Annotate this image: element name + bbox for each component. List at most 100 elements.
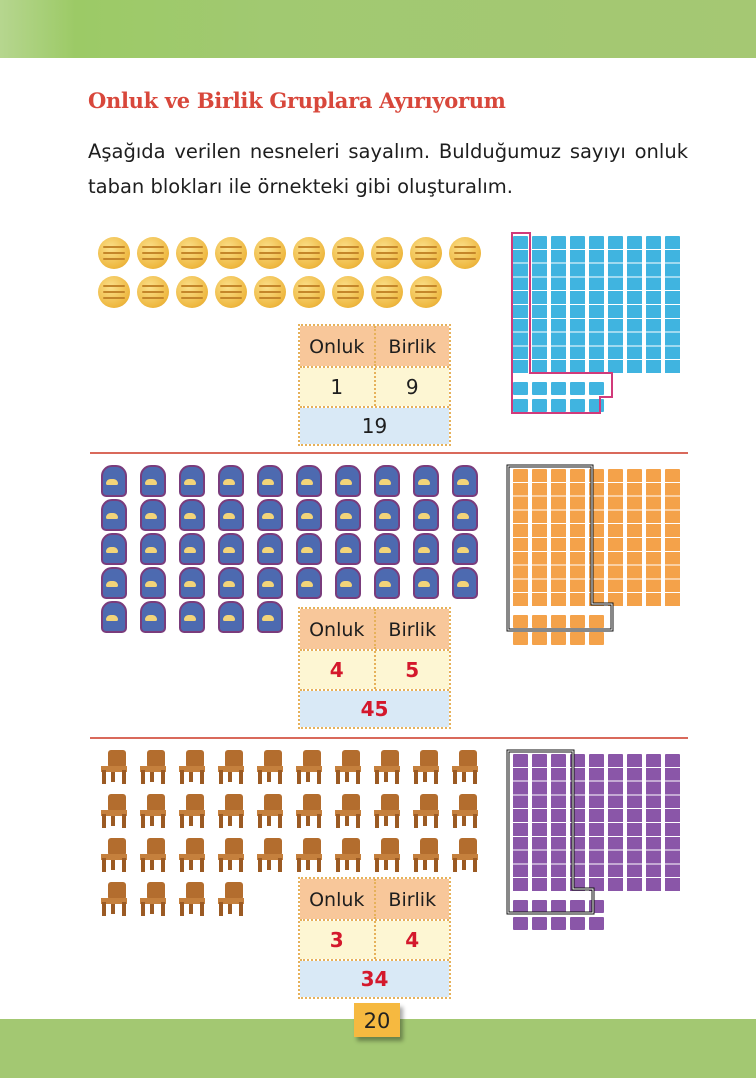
- chair-icon: [406, 833, 445, 877]
- unit-cube: [589, 615, 604, 628]
- chair-icon: [133, 877, 172, 921]
- backpack-icon: [328, 498, 367, 532]
- volleyball-icon: [445, 233, 484, 272]
- backpack-icon: [172, 464, 211, 498]
- volleyball-icon: [289, 272, 328, 311]
- volleyball-icon: [289, 233, 328, 272]
- volleyball-icon: [367, 272, 406, 311]
- unit-cube: [589, 399, 604, 412]
- ten-rod: [646, 469, 661, 607]
- backpack-icon: [211, 600, 250, 634]
- backpack-icon: [250, 532, 289, 566]
- ten-rod: [665, 754, 680, 892]
- ten-rod: [532, 236, 547, 374]
- chair-icon: [250, 745, 289, 789]
- chair-icon: [172, 877, 211, 921]
- ten-rod: [589, 236, 604, 374]
- chair-icon: [367, 833, 406, 877]
- unit-cube: [532, 917, 547, 930]
- ten-rod: [551, 754, 566, 892]
- backpack-icon: [250, 464, 289, 498]
- ten-rod: [608, 469, 623, 607]
- ten-rod: [646, 236, 661, 374]
- unit-cube: [532, 399, 547, 412]
- tens-value: 3: [300, 921, 374, 959]
- chair-icon: [211, 745, 250, 789]
- unit-cube: [570, 615, 585, 628]
- place-value-table: Onluk Birlik 1 9 19: [298, 324, 451, 446]
- unit-cube: [589, 900, 604, 913]
- backpack-icon: [445, 566, 484, 600]
- ten-rod: [551, 469, 566, 607]
- backpack-icon: [328, 464, 367, 498]
- chair-icon: [406, 789, 445, 833]
- total-value: 45: [300, 691, 449, 727]
- backpack-icon: [211, 532, 250, 566]
- chair-icon: [289, 745, 328, 789]
- volleyball-icon: [406, 233, 445, 272]
- ten-rod: [608, 754, 623, 892]
- volleyball-icon: [367, 233, 406, 272]
- place-value-table: Onluk Birlik 3 4 34: [298, 877, 451, 999]
- unit-cube: [589, 917, 604, 930]
- chair-icon: [445, 833, 484, 877]
- backpack-icon: [289, 532, 328, 566]
- volleyball-icon: [94, 272, 133, 311]
- ten-rod: [570, 469, 585, 607]
- backpack-icon: [172, 600, 211, 634]
- tens-value: 4: [300, 651, 374, 689]
- tens-value: 1: [300, 368, 374, 406]
- unit-cube: [513, 632, 528, 645]
- backpack-icon: [445, 498, 484, 532]
- backpack-icon: [406, 498, 445, 532]
- chair-icon: [94, 745, 133, 789]
- base-ten-blocks: [513, 236, 680, 412]
- chair-icon: [211, 833, 250, 877]
- unit-cube: [551, 900, 566, 913]
- backpack-icon: [406, 464, 445, 498]
- chair-icon: [250, 789, 289, 833]
- chair-icon: [94, 789, 133, 833]
- chair-icon: [367, 745, 406, 789]
- backpack-icon: [289, 498, 328, 532]
- unit-cube: [570, 917, 585, 930]
- ones-header: Birlik: [373, 609, 449, 649]
- chair-group: [94, 745, 484, 921]
- base-ten-blocks: [513, 754, 680, 930]
- backpack-icon: [406, 532, 445, 566]
- ten-rod: [665, 469, 680, 607]
- tens-header: Onluk: [300, 879, 374, 919]
- ones-value: 5: [373, 651, 449, 689]
- page-title: Onluk ve Birlik Gruplara Ayırıyorum: [88, 88, 506, 113]
- ten-rod: [551, 236, 566, 374]
- unit-cube: [589, 382, 604, 395]
- total-value: 34: [300, 961, 449, 997]
- unit-cube: [513, 615, 528, 628]
- unit-cube: [570, 632, 585, 645]
- section-divider: [90, 737, 688, 739]
- backpack-icon: [328, 566, 367, 600]
- chair-icon: [133, 745, 172, 789]
- volleyball-icon: [133, 233, 172, 272]
- volleyball-icon: [406, 272, 445, 311]
- ten-rod: [627, 236, 642, 374]
- backpack-icon: [133, 464, 172, 498]
- backpack-icon: [250, 600, 289, 634]
- unit-cube: [551, 917, 566, 930]
- unit-cube: [589, 632, 604, 645]
- ten-rod: [608, 236, 623, 374]
- volleyball-icon: [328, 233, 367, 272]
- base-ten-blocks: [513, 469, 680, 645]
- tens-header: Onluk: [300, 609, 374, 649]
- backpack-icon: [94, 464, 133, 498]
- volleyball-icon: [211, 272, 250, 311]
- place-value-table: Onluk Birlik 4 5 45: [298, 607, 451, 729]
- backpack-icon: [172, 566, 211, 600]
- backpack-icon: [94, 532, 133, 566]
- backpack-icon: [289, 464, 328, 498]
- instruction-text: Aşağıda verilen nesneleri sayalım. Buldu…: [88, 140, 688, 198]
- ones-value: 9: [373, 368, 449, 406]
- tens-header: Onluk: [300, 326, 374, 366]
- backpack-icon: [133, 498, 172, 532]
- ones-value: 4: [373, 921, 449, 959]
